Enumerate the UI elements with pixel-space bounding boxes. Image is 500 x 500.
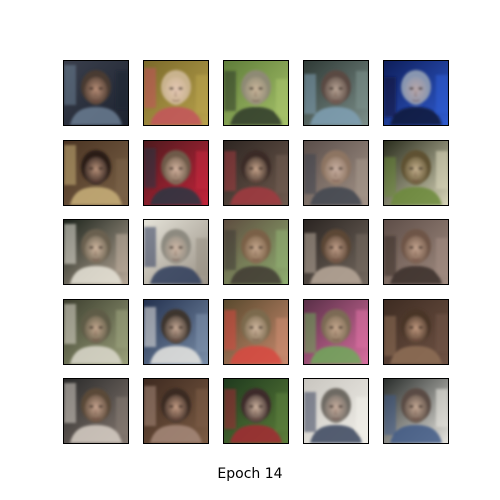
- face-thumbnail-image: [384, 140, 448, 205]
- face-thumbnail-image: [64, 299, 128, 364]
- figure-caption: Epoch 14: [217, 466, 283, 482]
- face-thumbnail-image: [144, 299, 208, 364]
- generated-face-tile: [383, 60, 449, 126]
- generated-face-tile: [383, 219, 449, 285]
- generated-face-tile: [383, 378, 449, 444]
- generated-face-tile: [223, 219, 289, 285]
- generated-face-tile: [143, 298, 209, 365]
- generated-face-tile: [383, 139, 449, 206]
- generated-face-tile: [63, 219, 129, 285]
- face-thumbnail-image: [384, 379, 448, 443]
- generated-face-tile: [63, 60, 129, 126]
- generated-face-tile: [63, 298, 129, 365]
- face-thumbnail-image: [64, 379, 128, 443]
- generated-face-tile: [303, 378, 369, 444]
- face-thumbnail-image: [384, 299, 448, 364]
- generated-face-tile: [303, 219, 369, 285]
- face-thumbnail-image: [384, 220, 448, 284]
- generated-face-tile: [223, 139, 289, 206]
- face-thumbnail-image: [144, 61, 208, 125]
- face-thumbnail-image: [144, 140, 208, 205]
- face-thumbnail-image: [224, 140, 288, 205]
- generated-face-tile: [223, 60, 289, 126]
- face-thumbnail-image: [224, 220, 288, 284]
- generated-face-tile: [303, 298, 369, 365]
- face-thumbnail-image: [304, 220, 368, 284]
- generated-face-tile: [303, 139, 369, 206]
- face-thumbnail-image: [224, 299, 288, 364]
- face-thumbnail-image: [304, 379, 368, 443]
- face-thumbnail-image: [64, 140, 128, 205]
- generated-face-tile: [143, 139, 209, 206]
- face-thumbnail-image: [64, 61, 128, 125]
- face-thumbnail-image: [224, 379, 288, 443]
- generated-face-tile: [303, 60, 369, 126]
- face-thumbnail-image: [304, 140, 368, 205]
- face-thumbnail-image: [384, 61, 448, 125]
- face-thumbnail-image: [304, 61, 368, 125]
- face-thumbnail-image: [224, 61, 288, 125]
- face-thumbnail-image: [64, 220, 128, 284]
- face-thumbnail-image: [304, 299, 368, 364]
- generated-face-tile: [143, 60, 209, 126]
- generated-face-tile: [63, 139, 129, 206]
- generated-face-tile: [143, 378, 209, 444]
- face-thumbnail-image: [144, 379, 208, 443]
- generated-face-tile: [63, 378, 129, 444]
- generated-face-tile: [223, 298, 289, 365]
- generated-face-tile: [383, 298, 449, 365]
- generated-face-tile: [143, 219, 209, 285]
- face-thumbnail-image: [144, 220, 208, 284]
- generated-face-tile: [223, 378, 289, 444]
